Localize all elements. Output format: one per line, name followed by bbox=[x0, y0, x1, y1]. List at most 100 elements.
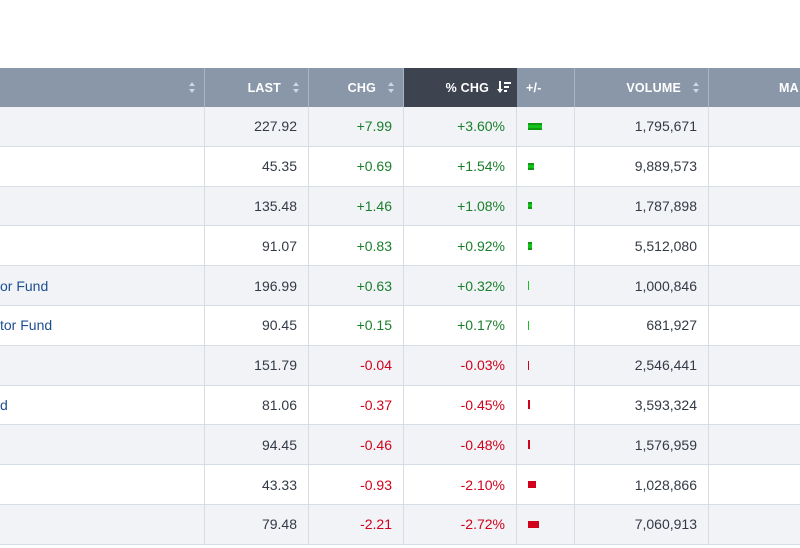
change-bar bbox=[528, 400, 530, 410]
symbol-name-link[interactable]: d bbox=[0, 396, 8, 413]
change-bar bbox=[528, 281, 529, 291]
column-header-pct-chg-label: % CHG bbox=[445, 80, 489, 95]
percent-change-cell: -0.48% bbox=[404, 425, 517, 465]
change-cell: -0.04 bbox=[309, 345, 404, 385]
symbol-name-cell bbox=[0, 504, 205, 544]
table-row[interactable]: tor Fund 90.45 +0.15 +0.17% 681,927 bbox=[0, 305, 800, 346]
percent-change-cell: +3.60% bbox=[404, 107, 517, 146]
table-body: 227.92 +7.99 +3.60% 1,795,671 45.35 +0.69 +1.5… bbox=[0, 107, 800, 545]
volume-cell: 681,927 bbox=[575, 305, 709, 345]
percent-change-cell: -0.45% bbox=[404, 385, 517, 425]
last-price-cell: 135.48 bbox=[205, 186, 309, 226]
percent-change-cell: +0.17% bbox=[404, 305, 517, 345]
table-row[interactable]: 79.48 -2.21 -2.72% 7,060,913 bbox=[0, 504, 800, 545]
column-header-chg[interactable]: CHG bbox=[309, 68, 404, 107]
symbol-name-link[interactable]: or Fund bbox=[0, 277, 49, 294]
change-bar bbox=[528, 320, 529, 330]
change-bar-cell bbox=[517, 465, 575, 504]
symbol-name-cell: d bbox=[0, 385, 205, 425]
percent-change-cell: -0.03% bbox=[404, 345, 517, 385]
percent-change-cell: +1.54% bbox=[404, 146, 517, 186]
symbol-name-cell: tor Fund bbox=[0, 305, 205, 345]
ma-cell bbox=[709, 386, 800, 425]
change-bar bbox=[528, 202, 532, 210]
change-cell: +0.15 bbox=[309, 305, 404, 345]
table-row[interactable]: 227.92 +7.99 +3.60% 1,795,671 bbox=[0, 107, 800, 147]
sort-icon bbox=[693, 82, 700, 93]
last-price-cell: 79.48 bbox=[205, 504, 309, 544]
table-row[interactable]: 135.48 +1.46 +1.08% 1,787,898 bbox=[0, 186, 800, 227]
table-row[interactable]: 43.33 -0.93 -2.10% 1,028,866 bbox=[0, 465, 800, 505]
column-header-chg-label: CHG bbox=[347, 80, 376, 95]
column-header-name[interactable] bbox=[0, 68, 205, 107]
change-bar-cell bbox=[517, 305, 575, 345]
volume-cell: 9,889,573 bbox=[575, 146, 709, 186]
change-bar bbox=[528, 360, 529, 370]
quotes-table: LAST CHG % CHG +/- VOLUME MA 227.92 +7. bbox=[0, 68, 800, 545]
sort-icon bbox=[293, 82, 300, 93]
last-price-cell: 81.06 bbox=[205, 385, 309, 425]
ma-cell bbox=[709, 147, 800, 186]
change-bar-cell bbox=[517, 345, 575, 385]
change-cell: -0.37 bbox=[309, 385, 404, 425]
volume-cell: 1,795,671 bbox=[575, 107, 709, 146]
last-price-cell: 196.99 bbox=[205, 266, 309, 305]
volume-cell: 1,000,846 bbox=[575, 266, 709, 305]
change-bar bbox=[528, 241, 532, 250]
column-header-pct-chg[interactable]: % CHG bbox=[404, 68, 517, 107]
table-row[interactable]: or Fund 196.99 +0.63 +0.32% 1,000,846 bbox=[0, 266, 800, 306]
change-cell: +0.69 bbox=[309, 146, 404, 186]
ma-cell bbox=[709, 425, 800, 464]
volume-cell: 7,060,913 bbox=[575, 504, 709, 544]
symbol-name-cell bbox=[0, 107, 205, 146]
ma-cell bbox=[709, 226, 800, 265]
volume-cell: 1,576,959 bbox=[575, 425, 709, 465]
table-row[interactable]: 151.79 -0.04 -0.03% 2,546,441 bbox=[0, 345, 800, 386]
percent-change-cell: -2.10% bbox=[404, 465, 517, 504]
column-header-last[interactable]: LAST bbox=[205, 68, 309, 107]
column-header-volume[interactable]: VOLUME bbox=[575, 68, 709, 107]
change-bar-cell bbox=[517, 146, 575, 186]
ma-cell bbox=[709, 346, 800, 385]
change-bar bbox=[528, 162, 534, 170]
table-row[interactable]: 94.45 -0.46 -0.48% 1,576,959 bbox=[0, 425, 800, 466]
change-bar bbox=[528, 481, 536, 489]
change-cell: -0.46 bbox=[309, 425, 404, 465]
ma-cell bbox=[709, 266, 800, 305]
volume-cell: 5,512,080 bbox=[575, 226, 709, 266]
change-cell: +0.83 bbox=[309, 226, 404, 266]
column-header-ma[interactable]: MA bbox=[709, 68, 800, 107]
column-header-plus-minus[interactable]: +/- bbox=[517, 68, 575, 107]
change-bar-cell bbox=[517, 425, 575, 465]
column-header-plus-minus-label: +/- bbox=[526, 80, 542, 95]
table-row[interactable]: 45.35 +0.69 +1.54% 9,889,573 bbox=[0, 146, 800, 187]
last-price-cell: 90.45 bbox=[205, 305, 309, 345]
ma-cell bbox=[709, 465, 800, 504]
volume-cell: 1,028,866 bbox=[575, 465, 709, 504]
volume-cell: 1,787,898 bbox=[575, 186, 709, 226]
sort-icon bbox=[189, 82, 196, 93]
change-cell: -0.93 bbox=[309, 465, 404, 504]
symbol-name-cell bbox=[0, 226, 205, 266]
change-bar bbox=[528, 520, 539, 528]
last-price-cell: 91.07 bbox=[205, 226, 309, 266]
change-cell: +1.46 bbox=[309, 186, 404, 226]
last-price-cell: 151.79 bbox=[205, 345, 309, 385]
ma-cell bbox=[709, 107, 800, 146]
column-header-ma-label: MA bbox=[779, 80, 799, 95]
change-cell: +7.99 bbox=[309, 107, 404, 146]
change-bar bbox=[528, 440, 530, 450]
last-price-cell: 227.92 bbox=[205, 107, 309, 146]
symbol-name-cell: or Fund bbox=[0, 266, 205, 305]
volume-cell: 3,593,324 bbox=[575, 385, 709, 425]
table-row[interactable]: d 81.06 -0.37 -0.45% 3,593,324 bbox=[0, 385, 800, 426]
change-cell: -2.21 bbox=[309, 504, 404, 544]
table-row[interactable]: 91.07 +0.83 +0.92% 5,512,080 bbox=[0, 226, 800, 267]
change-bar bbox=[528, 122, 542, 130]
volume-cell: 2,546,441 bbox=[575, 345, 709, 385]
change-bar-cell bbox=[517, 226, 575, 266]
change-bar-cell bbox=[517, 504, 575, 544]
last-price-cell: 43.33 bbox=[205, 465, 309, 504]
last-price-cell: 45.35 bbox=[205, 146, 309, 186]
symbol-name-link[interactable]: tor Fund bbox=[0, 317, 53, 334]
